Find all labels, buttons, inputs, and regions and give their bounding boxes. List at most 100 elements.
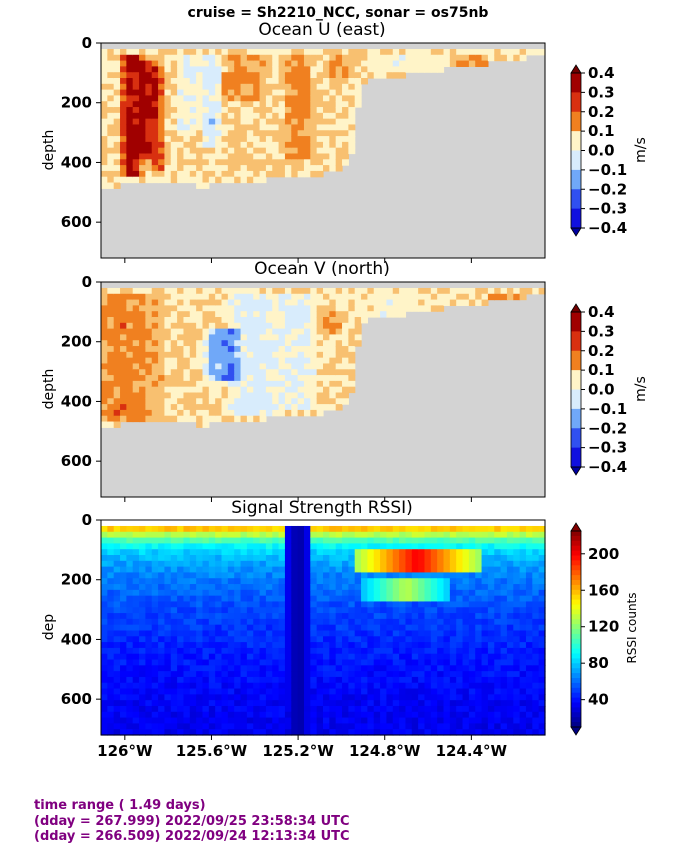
data-cell [240,671,248,678]
data-cell [494,293,502,301]
data-cell [113,363,121,370]
data-cell [405,578,413,585]
data-cell [481,54,489,62]
data-cell [538,647,546,655]
data-cell [449,694,457,701]
data-cell [278,159,286,166]
colorbar-segment [571,73,581,93]
data-cell [253,386,261,394]
ytick-label: 0 [82,273,92,291]
data-cell [316,723,324,730]
data-cell [323,700,330,707]
data-cell [208,525,216,533]
data-cell [348,48,356,56]
data-cell [234,340,242,347]
data-cell [240,112,248,120]
data-cell [132,595,140,603]
data-cell [265,549,273,556]
data-cell [253,607,261,614]
data-cell [189,369,197,376]
data-cell [196,392,204,399]
data-cell [538,700,546,707]
data-cell [329,636,337,643]
data-cell [335,334,343,341]
data-cell [196,346,204,353]
data-cell [120,305,127,312]
data-cell [303,404,311,411]
data-cell [170,322,178,330]
data-cell [132,525,140,533]
data-cell [430,700,438,707]
data-cell [303,607,311,614]
data-cell [487,566,495,574]
data-cell [196,613,204,620]
colorbar-segment [571,712,581,718]
data-cell [177,60,185,67]
data-cell [468,700,476,707]
data-cell [361,636,368,643]
data-cell [120,555,127,562]
data-cell [107,642,115,649]
data-cell [196,165,204,172]
data-cell [538,595,546,603]
data-cell [475,525,483,533]
data-cell [189,357,197,365]
data-cell [291,531,299,539]
data-cell [170,89,178,97]
data-cell [487,572,495,579]
data-cell [221,311,229,318]
data-cell [494,630,502,637]
data-cell [101,159,108,166]
data-cell [227,299,235,306]
data-cell [265,60,273,67]
data-cell [348,72,356,79]
data-cell [354,48,362,56]
data-cell [519,700,527,707]
data-cell [323,549,330,556]
data-cell [101,659,108,666]
data-cell [202,293,210,301]
data-cell [120,566,127,574]
data-cell [367,54,375,62]
data-cell [265,642,273,649]
data-cell [437,671,445,678]
data-cell [170,398,178,405]
data-cell [101,375,108,382]
data-cell [253,287,261,295]
data-cell [107,48,115,56]
data-cell [487,665,495,672]
data-cell [246,60,254,67]
data-cell [126,711,134,719]
data-cell [259,305,267,312]
data-cell [151,653,159,661]
data-cell [259,415,267,423]
data-cell [468,630,476,637]
data-cell [475,624,483,632]
colorbar-extend-bottom [570,726,582,736]
data-cell [468,642,476,649]
data-cell [126,630,134,637]
data-cell [367,653,375,661]
data-cell [291,153,299,160]
data-cell [310,659,318,666]
data-cell [177,95,185,102]
data-cell [323,723,330,730]
data-cell [272,531,280,539]
data-cell [310,72,318,79]
data-cell [424,48,432,56]
data-cell [208,176,216,184]
data-cell [424,566,432,574]
data-cell [183,647,191,655]
data-cell [120,624,127,632]
data-cell [145,566,153,574]
data-cell [373,555,381,562]
data-cell [405,705,413,713]
data-cell [183,543,191,550]
data-cell [177,54,185,62]
data-cell [113,404,121,411]
data-cell [500,589,508,597]
data-cell [316,688,324,695]
data-cell [303,578,311,585]
data-cell [538,613,546,620]
data-cell [373,525,381,533]
